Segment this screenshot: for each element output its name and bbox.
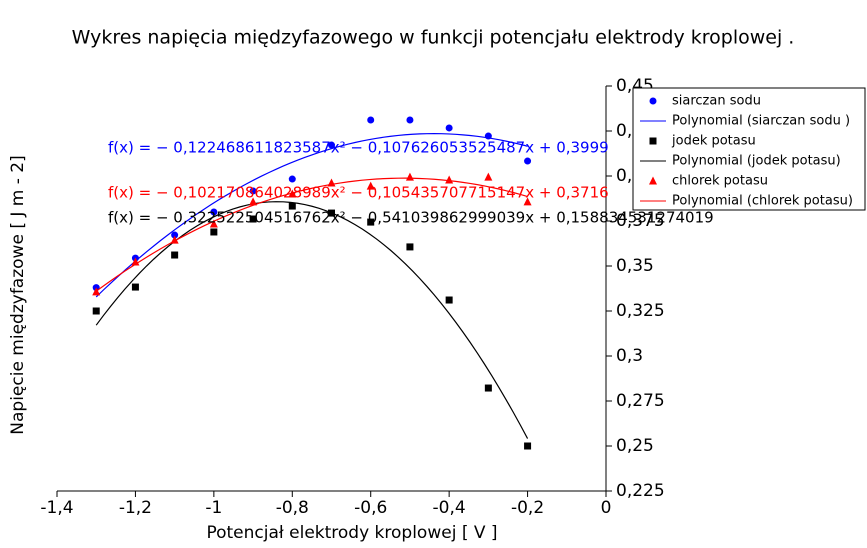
x-tick-label: -0,6: [354, 498, 387, 518]
legend-label: Polynomial (jodek potasu): [672, 154, 841, 169]
point: [327, 178, 336, 187]
point: [92, 287, 101, 296]
trendline-equation: f(x) = − 0,102170864028989x² − 0,1054357…: [108, 184, 609, 202]
point: [249, 215, 257, 223]
point: [649, 97, 657, 105]
y-tick-label: 0,325: [616, 301, 665, 321]
y-tick-label: 0,25: [616, 436, 654, 456]
point: [445, 296, 453, 304]
x-tick-label: -1,4: [40, 498, 73, 518]
trendline-equation: f(x) = − 0,322522504516762x² − 0,5410398…: [108, 209, 714, 227]
point: [649, 137, 657, 145]
trendline: [95, 201, 529, 439]
point: [328, 209, 335, 217]
legend-label: chlorek potasu: [672, 174, 768, 189]
x-tick-label: 0: [601, 498, 612, 518]
point: [484, 172, 493, 181]
point: [131, 283, 139, 291]
point: [209, 219, 218, 228]
point: [484, 384, 492, 392]
point: [649, 176, 657, 185]
point: [524, 157, 532, 165]
point: [367, 116, 375, 124]
point: [524, 442, 532, 450]
point: [406, 116, 414, 124]
x-tick-label: -1: [205, 498, 222, 518]
trendline: [95, 133, 528, 298]
point: [405, 172, 414, 181]
point: [249, 197, 258, 206]
legend: siarczan sodu Polynomial (siarczan sodu )…: [632, 87, 866, 211]
point: [484, 132, 492, 140]
point: [92, 307, 100, 315]
point: [131, 257, 140, 266]
legend-label: Polynomial (siarczan sodu ): [672, 114, 850, 129]
trendline-equation: f(x) = − 0,122468611823587x² − 0,1076260…: [108, 139, 609, 157]
point: [366, 181, 375, 190]
y-tick-label: 0,35: [616, 256, 654, 276]
point: [171, 251, 179, 259]
legend-box: [632, 87, 866, 211]
legend-label: siarczan sodu: [672, 94, 761, 109]
x-tick-label: -0,4: [433, 498, 466, 518]
y-tick-label: 0,275: [616, 391, 665, 411]
point: [210, 228, 218, 236]
point: [328, 141, 335, 149]
trendline: [95, 177, 528, 292]
y-tick-label: 0,225: [616, 481, 665, 501]
x-tick-label: -0,2: [511, 498, 544, 518]
legend-label: jodek potasu: [671, 134, 756, 149]
point: [523, 197, 532, 206]
point: [406, 243, 414, 251]
point: [288, 189, 297, 198]
point: [171, 231, 179, 239]
point: [367, 218, 375, 226]
x-tick-label: -0,8: [276, 498, 309, 518]
x-tick-label: -1,2: [119, 498, 152, 518]
point: [170, 235, 179, 244]
x-axis-label: Potencjał elektrody kroplowej [ V ]: [206, 523, 497, 543]
point: [210, 208, 218, 216]
point: [445, 124, 453, 132]
point: [249, 187, 257, 195]
legend-label: Polynomial (chlorek potasu): [672, 194, 853, 209]
y-axis-label: Napięcie międzyfazowe [ J m - 2]: [8, 155, 28, 434]
chart-title: Wykres napięcia międzyfazowego w funkcji…: [72, 27, 795, 49]
point: [445, 175, 454, 184]
point: [288, 175, 296, 183]
point: [288, 202, 296, 210]
y-tick-label: 0,375: [616, 211, 665, 231]
y-tick-label: 0,3: [616, 346, 643, 366]
